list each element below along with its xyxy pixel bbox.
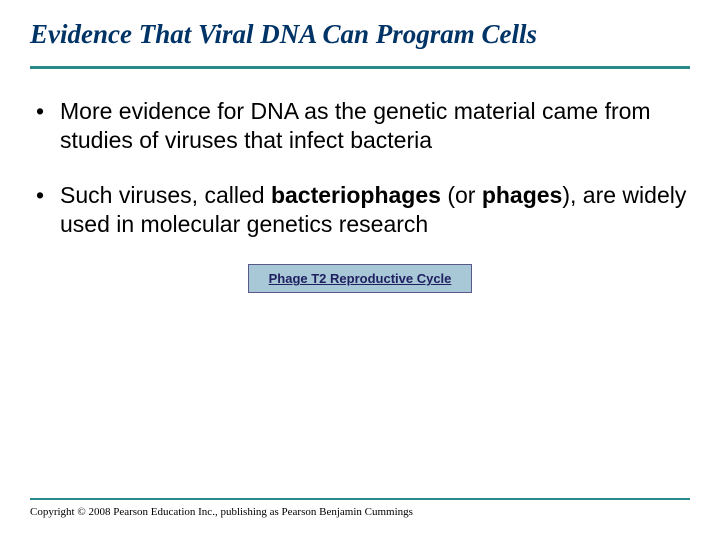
bullet-text: Such viruses, called bbox=[60, 182, 271, 208]
bullet-bold: phages bbox=[482, 182, 563, 208]
slide-container: Evidence That Viral DNA Can Program Cell… bbox=[0, 0, 720, 540]
bullet-text: More evidence for DNA as the genetic mat… bbox=[60, 98, 651, 153]
slide-title: Evidence That Viral DNA Can Program Cell… bbox=[30, 18, 690, 50]
copyright-text: Copyright © 2008 Pearson Education Inc.,… bbox=[30, 506, 690, 518]
footer: Copyright © 2008 Pearson Education Inc.,… bbox=[30, 498, 690, 518]
bullet-item: More evidence for DNA as the genetic mat… bbox=[30, 97, 690, 155]
bullet-bold: bacteriophages bbox=[271, 182, 441, 208]
bullet-list: More evidence for DNA as the genetic mat… bbox=[30, 97, 690, 238]
button-container: Phage T2 Reproductive Cycle bbox=[30, 264, 690, 293]
bullet-item: Such viruses, called bacteriophages (or … bbox=[30, 181, 690, 239]
title-divider bbox=[30, 66, 690, 69]
footer-divider bbox=[30, 498, 690, 500]
bullet-text: (or bbox=[441, 182, 482, 208]
phage-cycle-link[interactable]: Phage T2 Reproductive Cycle bbox=[248, 264, 473, 293]
